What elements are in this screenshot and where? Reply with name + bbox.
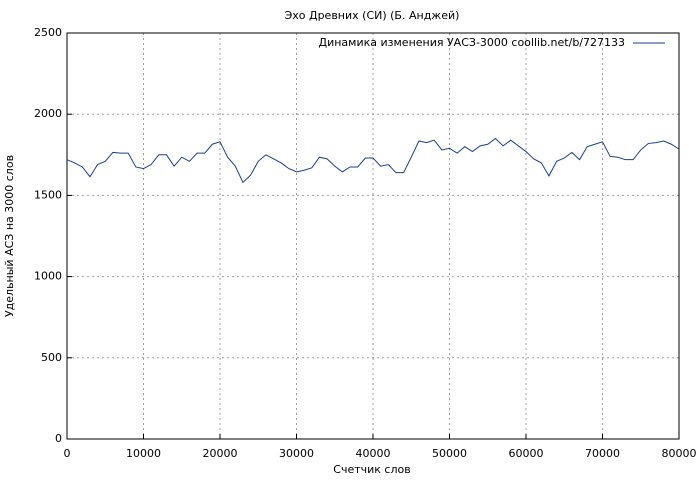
x-tick-label: 60000 — [509, 447, 544, 460]
x-tick-label: 80000 — [662, 447, 697, 460]
y-tick-label: 2000 — [34, 107, 62, 120]
y-tick-label: 1500 — [34, 188, 62, 201]
y-tick-label: 0 — [55, 432, 62, 445]
chart-title: Эхо Древних (СИ) (Б. Анджей) — [285, 9, 460, 22]
y-axis-label: Удельный АСЗ на 3000 слов — [3, 155, 16, 317]
data-line — [66, 137, 680, 184]
x-tick-label: 40000 — [356, 447, 391, 460]
x-tick-label: 50000 — [432, 447, 467, 460]
x-tick-label: 20000 — [203, 447, 238, 460]
plot-frame — [66, 32, 680, 440]
x-tick-label: 70000 — [585, 447, 620, 460]
legend-label: Динамика изменения УАСЗ-3000 coollib.net… — [319, 36, 626, 49]
y-tick-label: 500 — [41, 351, 62, 364]
y-tick-label: 1000 — [34, 270, 62, 283]
y-tick-label: 2500 — [34, 26, 62, 39]
x-tick-label: 30000 — [279, 447, 314, 460]
x-tick-label: 0 — [64, 447, 71, 460]
x-tick-label: 10000 — [126, 447, 161, 460]
x-axis-label: Счетчик слов — [333, 463, 410, 476]
